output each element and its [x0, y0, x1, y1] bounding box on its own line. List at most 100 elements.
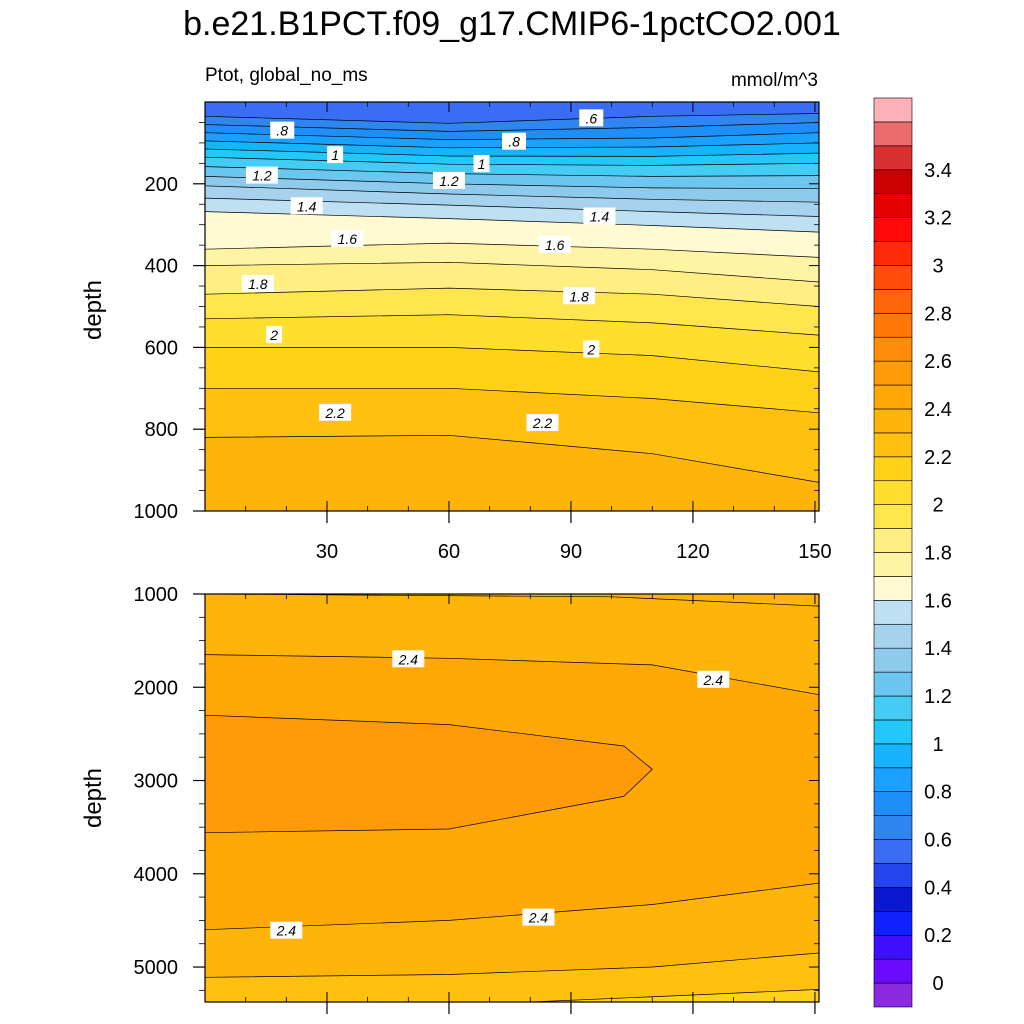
colorbar-tick-label: 2.4: [924, 399, 952, 421]
colorbar-box: [873, 791, 913, 816]
contour-line: [204, 261, 820, 283]
colorbar-box: [873, 504, 913, 529]
contour-band: [205, 594, 819, 695]
contour-line: [204, 714, 653, 834]
colorbar-box: [873, 576, 913, 601]
contour-label-box: [245, 166, 278, 184]
upper-contour-labels: .8 .8 .6 1 1 1.2 1.2 1.4 1.4 1.6 1.6 1.8 1.8 2 2 2.2 2.2: [241, 109, 616, 432]
contour-band: [205, 953, 819, 1002]
contour-label: 2.4: [398, 651, 419, 667]
y-tick-label: 800: [145, 419, 178, 441]
colorbar-tick-label: 0.2: [924, 925, 952, 947]
upper-contour-lines: [204, 113, 820, 483]
upper-panel: Ptot, global_no_ms mmol/m^3 depth .8 .8 .6…: [80, 65, 832, 563]
x-tick-label: 30: [316, 541, 338, 563]
x-tick-label: 90: [560, 541, 582, 563]
contour-label: 1.6: [545, 237, 565, 253]
y-tick-label: 3000: [134, 771, 179, 793]
y-tick-label: 1000: [134, 501, 179, 523]
colorbar-box: [873, 121, 913, 147]
colorbar-box: [873, 863, 913, 888]
contour-label: 1.8: [569, 288, 589, 304]
colorbar-tick-label: 0.8: [924, 782, 952, 804]
colorbar-box: [873, 169, 913, 194]
colorbar-box: [873, 767, 913, 793]
contour-label-box: [270, 921, 303, 939]
contour-label-box: [563, 287, 596, 305]
contour-band: [530, 989, 819, 1002]
upper-axis-ticks: 30 60 90 120 150 200 400 600 800 1000: [134, 102, 832, 563]
contour-label-box: [583, 207, 616, 225]
colorbar-box: [873, 695, 913, 721]
contour-line: [204, 122, 820, 132]
contour-line: [204, 140, 820, 149]
x-tick-label: 120: [676, 541, 709, 563]
colorbar-box: [873, 432, 913, 458]
colorbar-box: [873, 97, 913, 123]
contour-label-box: [432, 171, 465, 189]
figure-title: b.e21.B1PCT.f09_g17.CMIP6-1pctCO2.001: [183, 5, 841, 43]
contour-label: 2.4: [703, 672, 724, 688]
colorbar-box: [873, 145, 913, 171]
colorbar-box: [873, 647, 913, 673]
contour-line: [204, 176, 820, 190]
colorbar-box: [873, 480, 913, 505]
contour-label-box: [319, 403, 352, 421]
y-tick-label: 2000: [134, 677, 179, 699]
colorbar-tick-label: 2.6: [924, 351, 952, 373]
contour-label: 1: [478, 156, 486, 172]
colorbar-box: [873, 456, 913, 482]
colorbar-box: [873, 958, 913, 984]
upper-subtitle-left: Ptot, global_no_ms: [205, 65, 368, 86]
contour-label-box: [538, 236, 571, 254]
colorbar-box: [873, 982, 913, 1008]
lower-panel: depth 2.4 2.4 2.4 2.4 1000 2000 3000 4000 5000: [80, 584, 820, 1014]
colorbar-tick-label: 2.2: [924, 447, 952, 469]
contour-label: 1.8: [248, 276, 268, 292]
contour-line: [204, 166, 820, 177]
colorbar-tick-label: 2.8: [924, 303, 952, 325]
contour-band: [205, 435, 819, 511]
y-tick-label: 600: [145, 337, 178, 359]
upper-subtitle-right: mmol/m^3: [731, 70, 818, 91]
contour-label: 2: [269, 327, 278, 343]
contour-label: 1.2: [439, 173, 459, 189]
contour-label: .8: [508, 134, 520, 150]
colorbar-tick-label: 1.4: [924, 638, 952, 660]
colorbar-tick-label: 1.6: [924, 590, 952, 612]
colorbar-tick-label: 0.6: [924, 830, 952, 852]
colorbar-box: [873, 360, 913, 386]
colorbar-box: [873, 934, 913, 960]
contour-label: 1.2: [252, 168, 272, 184]
contour-line: [204, 185, 820, 203]
colorbar-tick-label: 1: [932, 734, 943, 756]
contour-line: [204, 654, 820, 696]
contour-line: [204, 434, 820, 483]
contour-line: [204, 113, 820, 124]
y-tick-label: 400: [145, 256, 178, 278]
colorbar-tick-label: 2: [932, 495, 943, 517]
contour-label-box: [526, 414, 559, 432]
contour-label-box: [502, 132, 527, 150]
contour-line: [205, 347, 820, 373]
lower-plot-frame: [204, 593, 820, 1003]
contour-line: [204, 211, 820, 233]
contour-line: [204, 287, 820, 307]
contour-label-box: [392, 650, 425, 668]
contour-line: [205, 387, 820, 414]
colorbar-box: [873, 719, 913, 745]
colorbar-tick-label: 3: [932, 255, 943, 277]
y-tick-label: 200: [145, 174, 178, 196]
colorbar-box: [873, 911, 913, 936]
contour-label: 2.4: [528, 910, 549, 926]
y-tick-label: 5000: [134, 957, 179, 979]
contour-label-box: [579, 109, 604, 127]
contour-label: 2.2: [324, 405, 345, 421]
contour-line: [204, 314, 820, 336]
y-tick-label: 4000: [134, 864, 179, 886]
colorbar-tick-label: 1.8: [924, 543, 952, 565]
contour-label: 2.4: [276, 923, 297, 939]
colorbar-box: [873, 336, 913, 362]
contour-label: 1: [331, 147, 339, 163]
contour-label: 1.4: [590, 209, 610, 225]
